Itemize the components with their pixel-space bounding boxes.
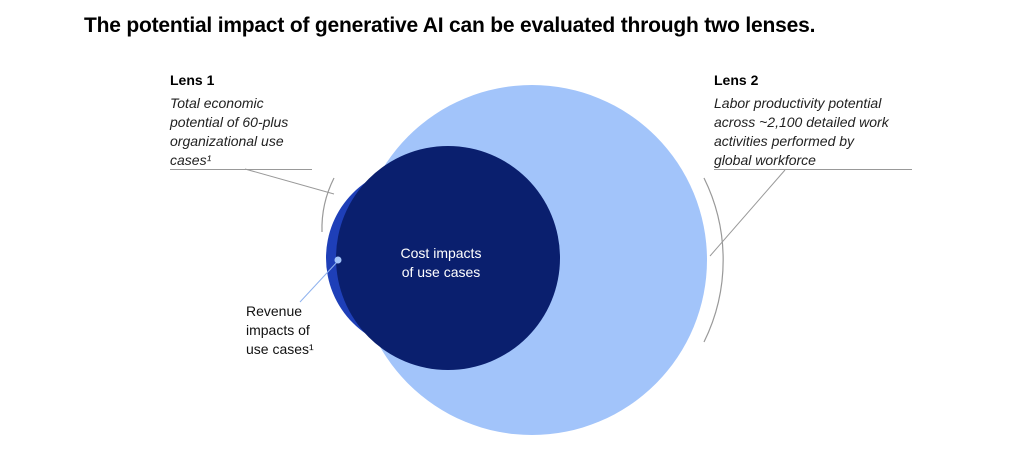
- lens2-line: across ~2,100 detailed work: [714, 114, 889, 130]
- lens2-line: global workforce: [714, 152, 816, 168]
- lens2-heading: Lens 2: [714, 72, 759, 88]
- lens1-line: cases¹: [170, 152, 212, 168]
- lens1-rule: [170, 169, 312, 170]
- revenue-impacts-label: Revenue impacts of use cases¹: [246, 302, 314, 359]
- lens2-leader-line: [709, 169, 786, 257]
- lens1-heading: Lens 1: [170, 72, 215, 88]
- lens1-line: organizational use: [170, 133, 284, 149]
- revenue-marker-dot: [334, 256, 342, 264]
- cost-circle: [336, 146, 560, 370]
- revenue-label-line: Revenue: [246, 303, 303, 319]
- lens2-bracket-arc: [703, 177, 724, 343]
- lens1-line: Total economic: [170, 95, 264, 111]
- lens2-line: Labor productivity potential: [714, 95, 882, 111]
- revenue-label-line: use cases¹: [246, 341, 314, 357]
- lens1-description: Total economic potential of 60-plus orga…: [170, 94, 288, 170]
- cost-label-line: of use cases: [401, 264, 481, 280]
- lens2-line: activities performed by: [714, 133, 855, 149]
- revenue-leader-line: [299, 260, 339, 303]
- lens2-description: Labor productivity potential across ~2,1…: [714, 94, 889, 170]
- lens1-bracket-arc: [321, 177, 335, 233]
- cost-label-line: Cost impacts: [400, 245, 482, 261]
- revenue-label-line: impacts of: [246, 322, 310, 338]
- cost-impacts-label: Cost impacts of use cases: [376, 244, 506, 282]
- lens2-rule: [714, 169, 912, 170]
- lens1-leader-line: [244, 168, 335, 195]
- lens1-line: potential of 60-plus: [170, 114, 289, 130]
- page-title: The potential impact of generative AI ca…: [84, 14, 816, 37]
